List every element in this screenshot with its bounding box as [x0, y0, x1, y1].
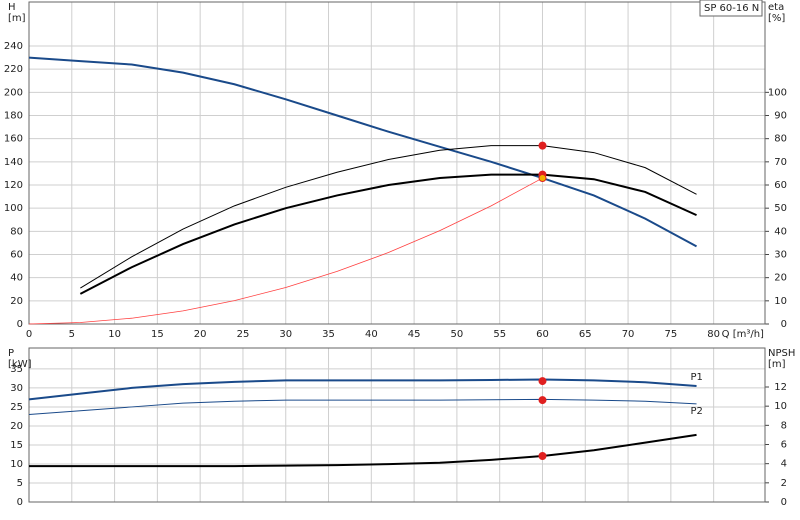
y2-tick-label: 30	[774, 250, 787, 261]
y2-tick-label: 100	[768, 87, 787, 98]
y-tick-label: 35	[10, 364, 23, 375]
y-tick-label: 180	[4, 111, 23, 122]
x-tick-label: 65	[579, 329, 592, 340]
y-tick-label: 15	[10, 440, 23, 451]
x-tick-label: 5	[69, 329, 75, 340]
y2-tick-label: 8	[781, 420, 787, 431]
curve-label: P2	[691, 406, 703, 417]
operating-point	[538, 396, 547, 405]
curve-label: P1	[691, 372, 703, 383]
plot-frame	[28, 347, 766, 503]
plot-frame	[28, 1, 766, 325]
x-tick-label: 75	[664, 329, 677, 340]
y-tick-label: 80	[10, 226, 23, 237]
y-axis-label: [kW]	[8, 359, 32, 370]
y-tick-label: 20	[10, 296, 23, 307]
curve	[80, 145, 697, 289]
label-box	[699, 0, 763, 17]
y-tick-label: 0	[17, 319, 23, 330]
y2-tick-label: 10	[774, 296, 787, 307]
curve	[28, 378, 697, 401]
y-tick-label: 25	[10, 402, 23, 413]
y2-tick-label: 0	[781, 319, 787, 330]
y-tick-label: 140	[4, 157, 23, 168]
y2-axis-label: [%]	[768, 13, 785, 24]
y2-axis-label: eta	[768, 2, 784, 13]
y2-tick-label: 90	[774, 111, 787, 122]
y-tick-label: 100	[4, 203, 23, 214]
operating-point	[538, 174, 547, 183]
x-tick-label: 80	[707, 329, 720, 340]
y-axis-label: P	[8, 348, 14, 359]
x-tick-label: 45	[408, 329, 421, 340]
curve	[28, 56, 698, 248]
label-box-text: SP 60-16 N	[704, 3, 759, 14]
y-axis-label: [m]	[8, 13, 26, 24]
y-tick-label: 20	[10, 421, 23, 432]
y2-tick-label: 70	[774, 157, 787, 168]
y2-axis-label: [m]	[768, 359, 786, 370]
operating-point	[538, 141, 547, 150]
curve	[79, 173, 697, 295]
y2-tick-label: 50	[774, 203, 787, 214]
y2-tick-label: 10	[774, 401, 787, 412]
y-tick-label: 200	[4, 87, 23, 98]
y2-tick-label: 6	[781, 440, 787, 451]
y2-tick-label: 0	[781, 497, 787, 508]
curve	[28, 177, 543, 325]
y-axis-label: H	[8, 2, 16, 13]
operating-point	[538, 377, 547, 386]
y2-tick-label: 12	[774, 382, 787, 393]
y-tick-label: 10	[10, 459, 23, 470]
x-tick-label: 0	[26, 329, 32, 340]
y2-tick-label: 80	[774, 134, 787, 145]
y-tick-label: 0	[17, 497, 23, 508]
x-tick-label: 25	[237, 329, 250, 340]
y-tick-label: 160	[4, 134, 23, 145]
curve	[28, 398, 697, 416]
y2-tick-label: 4	[781, 459, 787, 470]
y-tick-label: 220	[4, 64, 23, 75]
y-tick-label: 60	[10, 250, 23, 261]
x-tick-label: 15	[151, 329, 164, 340]
y2-tick-label: 60	[774, 180, 787, 191]
x-tick-label: 55	[493, 329, 506, 340]
operating-point	[538, 452, 547, 461]
x-tick-label: 40	[365, 329, 378, 340]
x-tick-label: 10	[108, 329, 121, 340]
y2-tick-label: 20	[774, 273, 787, 284]
x-tick-label: 60	[536, 329, 549, 340]
y-tick-label: 5	[17, 478, 23, 489]
y2-tick-label: 2	[781, 478, 787, 489]
y-tick-label: 30	[10, 383, 23, 394]
y-tick-label: 240	[4, 41, 23, 52]
curve	[29, 433, 697, 468]
x-tick-label: 20	[194, 329, 207, 340]
x-tick-label: 35	[322, 329, 335, 340]
y-tick-label: 120	[4, 180, 23, 191]
x-tick-label: 50	[451, 329, 464, 340]
x-tick-label: 30	[279, 329, 292, 340]
y2-tick-label: 40	[774, 226, 787, 237]
x-axis-label: Q [m³/h]	[722, 329, 764, 340]
y-tick-label: 40	[10, 273, 23, 284]
x-tick-label: 70	[622, 329, 635, 340]
y2-axis-label: NPSH	[768, 348, 795, 359]
